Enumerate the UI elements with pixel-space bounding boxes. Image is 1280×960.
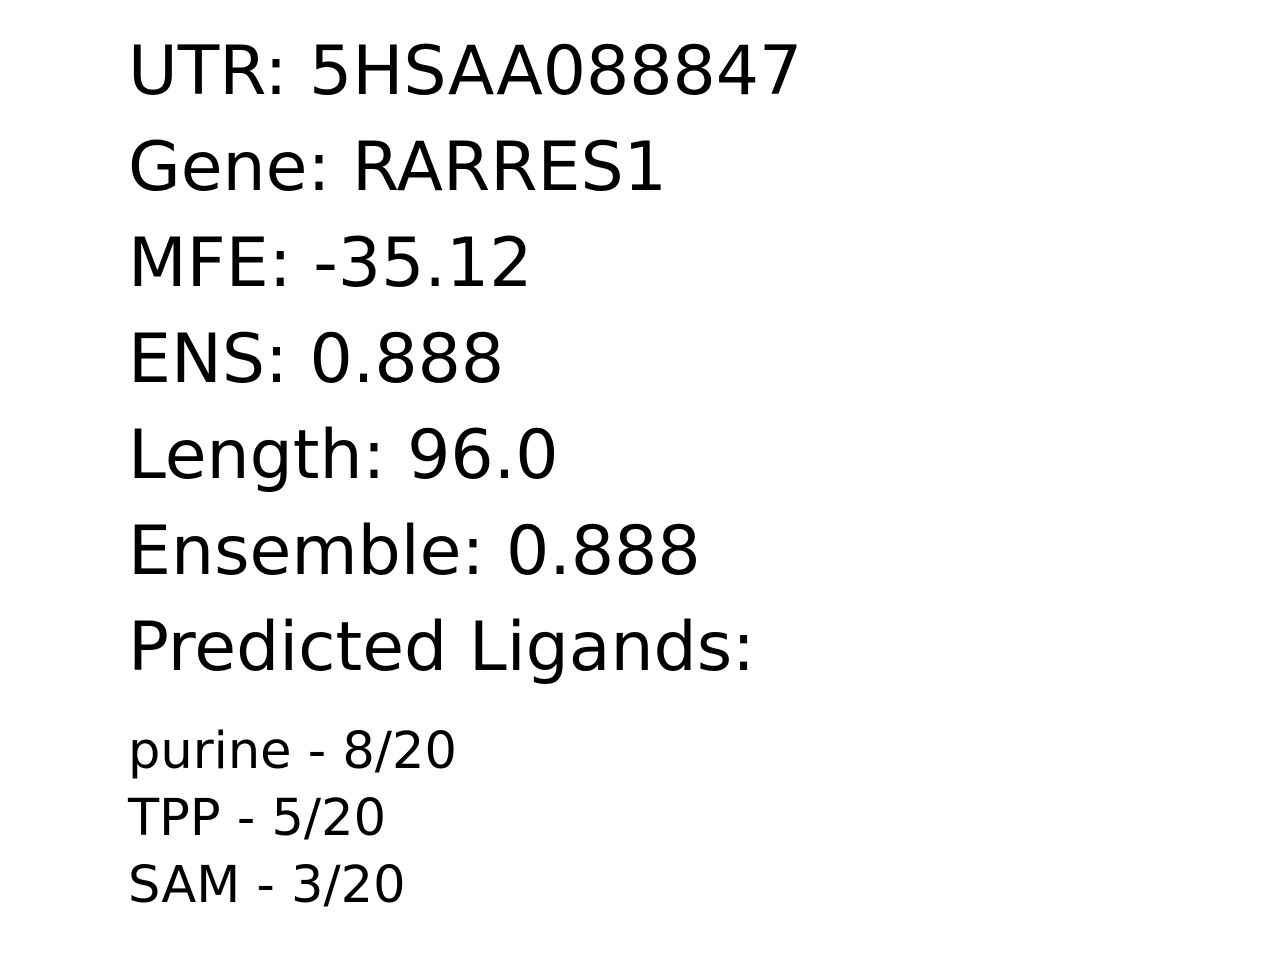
gene-name-text: Gene: RARRES1 <box>128 128 667 207</box>
ens-text: ENS: 0.888 <box>128 320 505 399</box>
ensemble-text: Ensemble: 0.888 <box>128 512 701 591</box>
ligand-list: purine - 8/20 TPP - 5/20 SAM - 3/20 <box>128 718 457 919</box>
ligand-item-sam: SAM - 3/20 <box>128 856 406 915</box>
utr-info-panel: UTR: 5HSAA088847 Gene: RARRES1 MFE: -35.… <box>128 0 803 687</box>
ligand-item-tpp: TPP - 5/20 <box>128 789 387 848</box>
ligand-item-purine: purine - 8/20 <box>128 722 457 781</box>
length-text: Length: 96.0 <box>128 416 559 495</box>
mfe-text: MFE: -35.12 <box>128 224 533 303</box>
predicted-ligands-heading: Predicted Ligands: <box>128 608 756 687</box>
utr-id-text: UTR: 5HSAA088847 <box>128 32 803 111</box>
